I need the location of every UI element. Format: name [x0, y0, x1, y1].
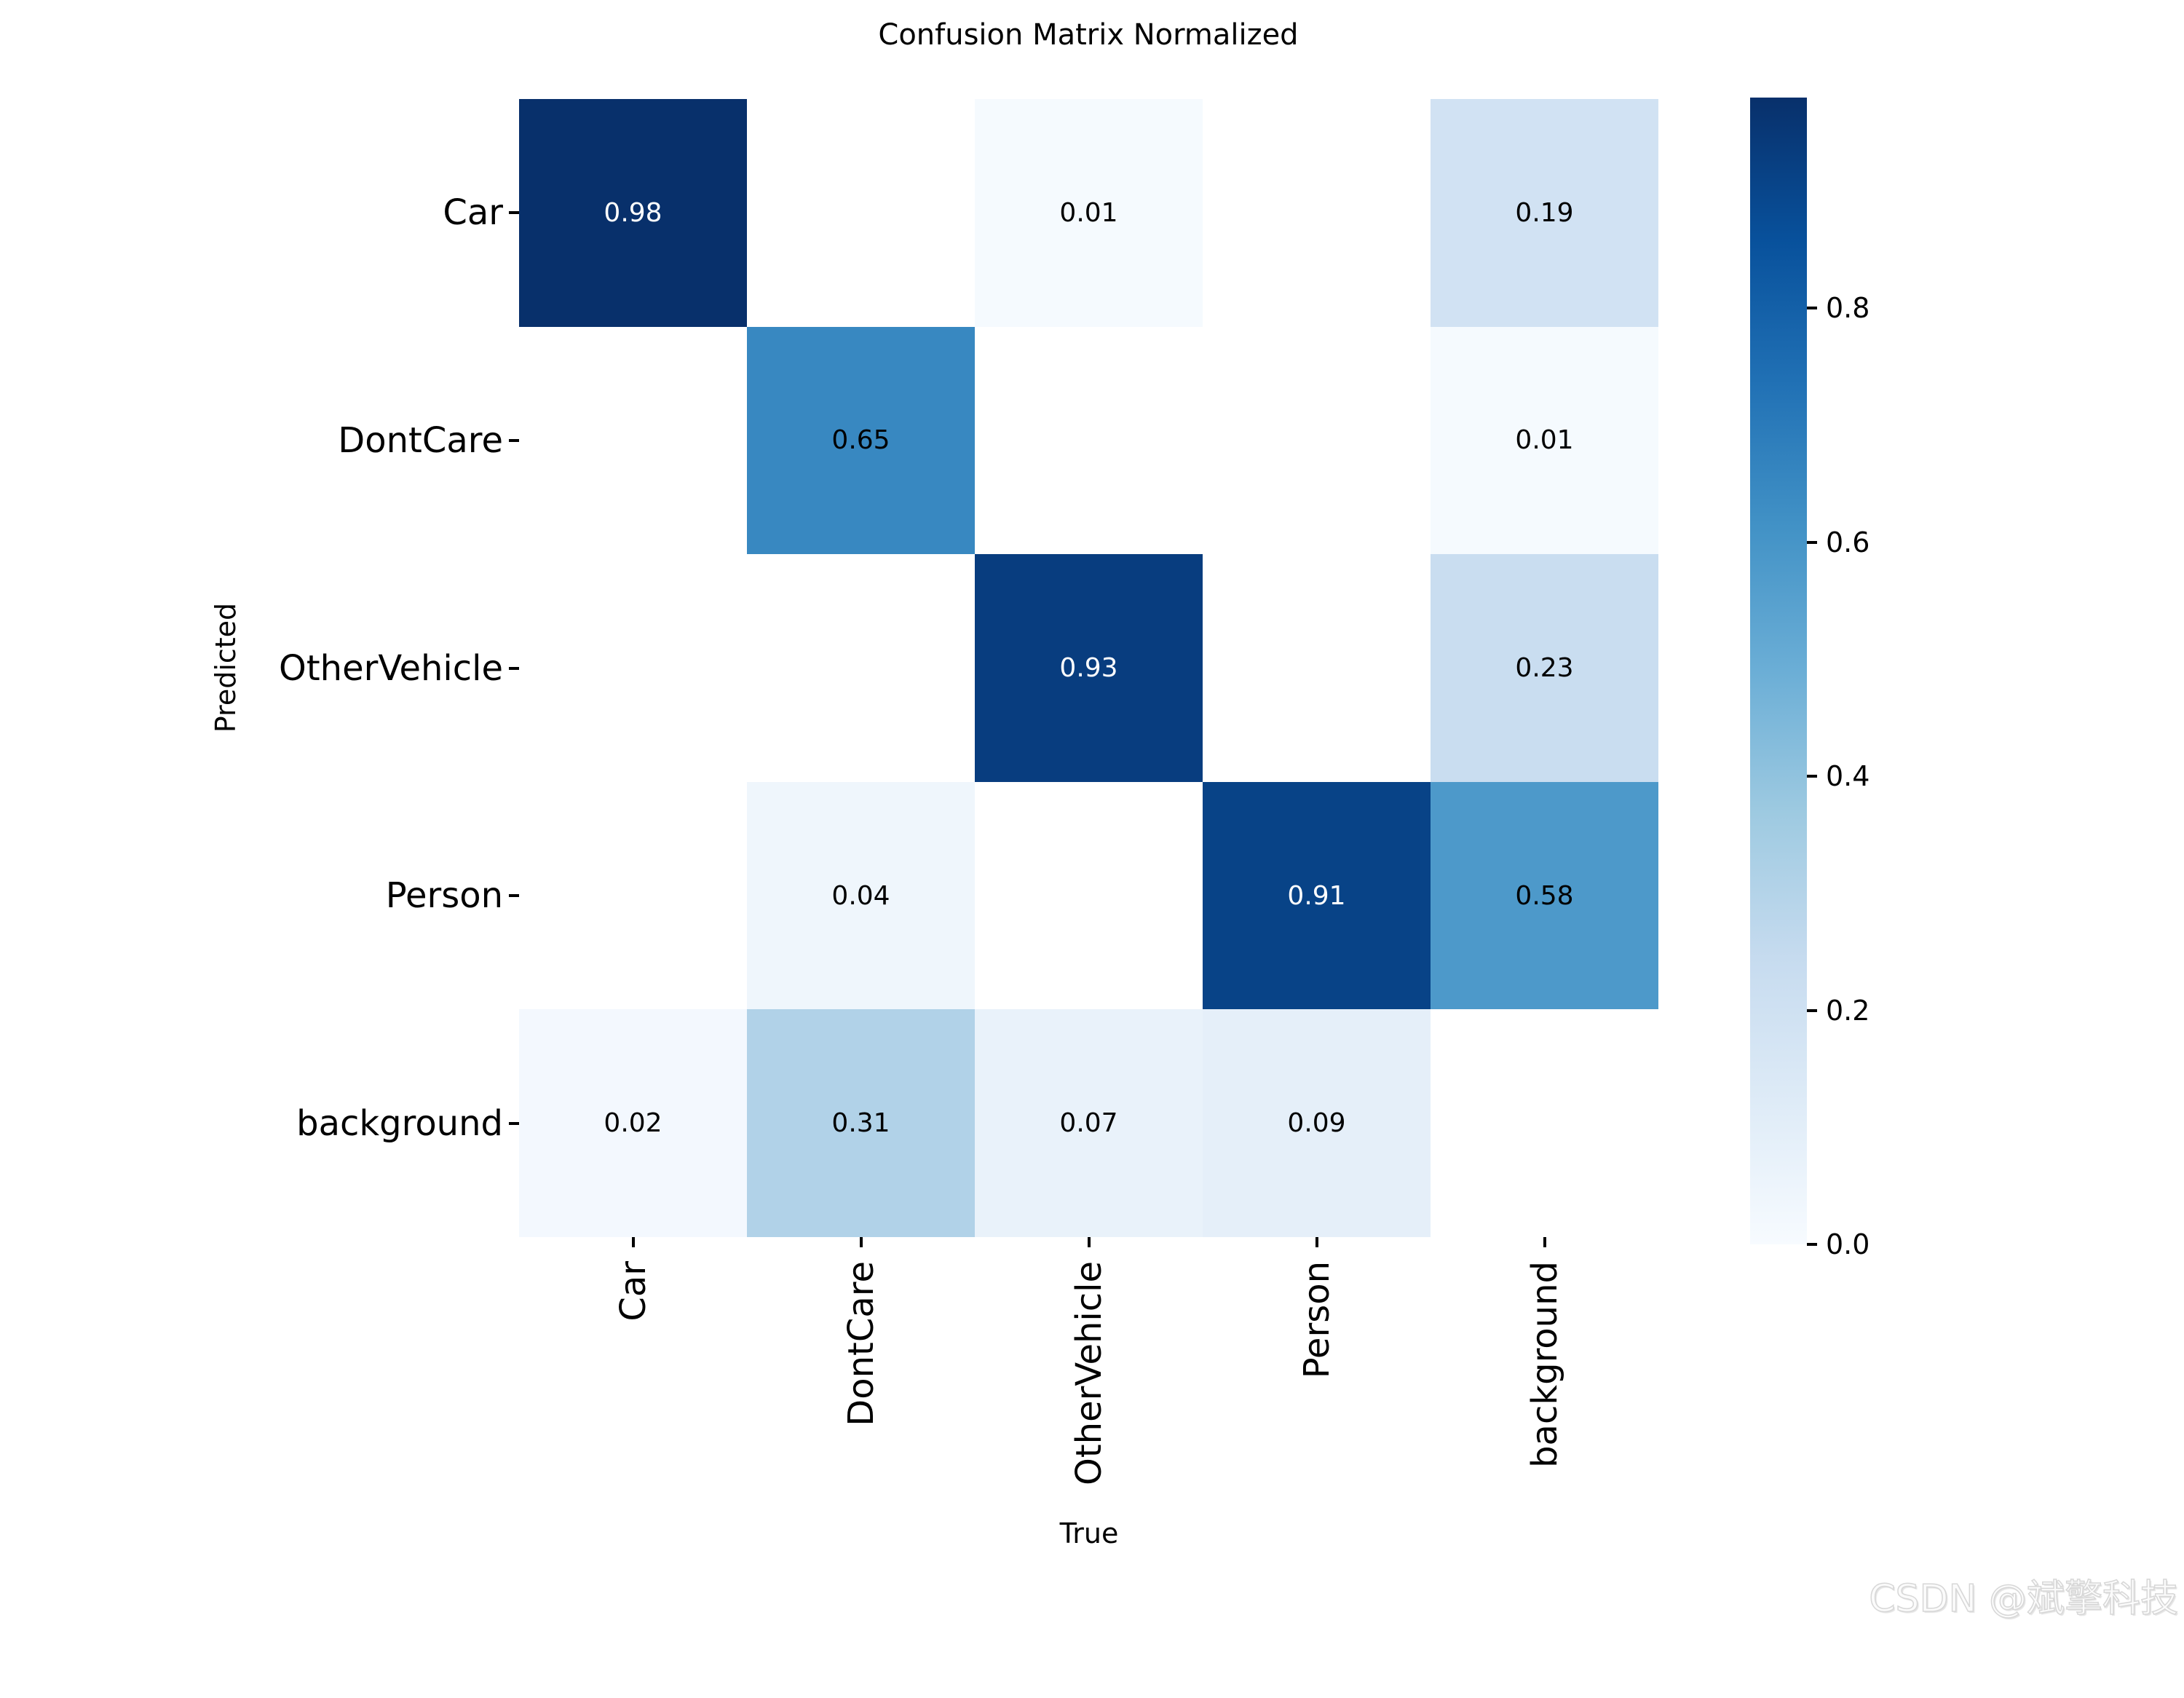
y-tick-mark	[509, 666, 519, 670]
heatmap-cell-dontcare-background: 0.01	[1431, 326, 1658, 555]
x-tick-label-background: background	[1524, 1261, 1565, 1468]
heatmap-cell-othervehicle-dontcare	[747, 554, 975, 782]
colorbar-tick-mark	[1807, 307, 1817, 310]
heatmap-cell-person-car	[519, 781, 747, 1010]
x-tick-mark	[1543, 1237, 1546, 1247]
heatmap-cell-person-person: 0.91	[1203, 781, 1431, 1010]
cell-value: 0.09	[1287, 1108, 1346, 1139]
heatmap-cell-car-car: 0.98	[519, 99, 747, 327]
heatmap-cell-background-car: 0.02	[519, 1009, 747, 1237]
heatmap-cell-person-othervehicle	[975, 781, 1203, 1010]
watermark: CSDN @斌擎科技	[1868, 1576, 2178, 1622]
cell-value: 0.65	[831, 425, 890, 456]
x-tick-mark	[859, 1237, 863, 1247]
y-tick-label-car: Car	[443, 192, 503, 234]
y-tick-label-background: background	[296, 1102, 503, 1144]
heatmap-cell-car-othervehicle: 0.01	[975, 99, 1203, 327]
y-tick-mark	[509, 211, 519, 215]
cell-value: 0.19	[1515, 197, 1574, 228]
colorbar-tick-label: 0.0	[1826, 1228, 1870, 1260]
cell-value: 0.01	[1515, 425, 1574, 456]
x-tick-label-car: Car	[612, 1261, 654, 1322]
heatmap-cell-background-othervehicle: 0.07	[975, 1009, 1203, 1237]
x-tick-mark	[1087, 1237, 1091, 1247]
x-tick-label-othervehicle: OtherVehicle	[1068, 1261, 1109, 1485]
colorbar-tick-label: 0.6	[1826, 526, 1870, 558]
heatmap-cell-othervehicle-person	[1203, 554, 1431, 782]
colorbar-tick-mark	[1807, 1243, 1817, 1246]
colorbar-tick-mark	[1807, 775, 1817, 778]
heatmap-cell-car-person	[1203, 99, 1431, 327]
heatmap-cell-othervehicle-othervehicle: 0.93	[975, 554, 1203, 782]
x-tick-label-dontcare: DontCare	[840, 1261, 882, 1426]
cell-value: 0.91	[1287, 880, 1346, 911]
heatmap-cell-car-background: 0.19	[1431, 99, 1658, 327]
cell-value: 0.23	[1515, 652, 1574, 683]
y-tick-label-othervehicle: OtherVehicle	[279, 647, 503, 689]
y-tick-label-person: Person	[385, 875, 503, 917]
heatmap-cell-othervehicle-background: 0.23	[1431, 554, 1658, 782]
heatmap-cell-background-dontcare: 0.31	[747, 1009, 975, 1237]
colorbar	[1750, 98, 1807, 1244]
cell-value: 0.04	[831, 880, 890, 911]
heatmap-cell-dontcare-dontcare: 0.65	[747, 326, 975, 555]
cell-value: 0.07	[1059, 1108, 1118, 1139]
x-tick-mark	[631, 1237, 635, 1247]
x-tick-label-person: Person	[1296, 1261, 1337, 1379]
colorbar-tick-mark	[1807, 1008, 1817, 1012]
x-tick-mark	[1315, 1237, 1318, 1247]
cell-value: 0.93	[1059, 652, 1118, 683]
colorbar-tick-mark	[1807, 540, 1817, 544]
y-tick-mark	[509, 438, 519, 442]
y-tick-mark	[509, 894, 519, 898]
cell-value: 0.31	[831, 1108, 890, 1139]
cell-value: 0.98	[604, 197, 662, 228]
y-tick-label-dontcare: DontCare	[338, 419, 503, 461]
colorbar-tick-label: 0.2	[1826, 994, 1870, 1027]
cell-value: 0.02	[604, 1108, 662, 1139]
cell-value: 0.01	[1059, 197, 1118, 228]
y-tick-mark	[509, 1121, 519, 1125]
heatmap-grid: 0.98 0.01 0.19 0.65 0.01 0.93 0.23 0.04 0.91 0.58…	[519, 99, 1658, 1237]
colorbar-tick-label: 0.8	[1826, 292, 1870, 325]
heatmap-cell-othervehicle-car	[519, 554, 747, 782]
chart-title: Confusion Matrix Normalized	[878, 18, 1299, 52]
heatmap-cell-dontcare-othervehicle	[975, 326, 1203, 555]
heatmap-cell-background-person: 0.09	[1203, 1009, 1431, 1237]
heatmap-cell-car-dontcare	[747, 99, 975, 327]
heatmap-cell-dontcare-car	[519, 326, 747, 555]
heatmap-cell-dontcare-person	[1203, 326, 1431, 555]
heatmap-cell-person-dontcare: 0.04	[747, 781, 975, 1010]
colorbar-tick-label: 0.4	[1826, 760, 1870, 793]
heatmap-cell-person-background: 0.58	[1431, 781, 1658, 1010]
x-axis-label: True	[1059, 1517, 1119, 1549]
cell-value: 0.58	[1515, 880, 1574, 911]
heatmap-cell-background-background	[1431, 1009, 1658, 1237]
